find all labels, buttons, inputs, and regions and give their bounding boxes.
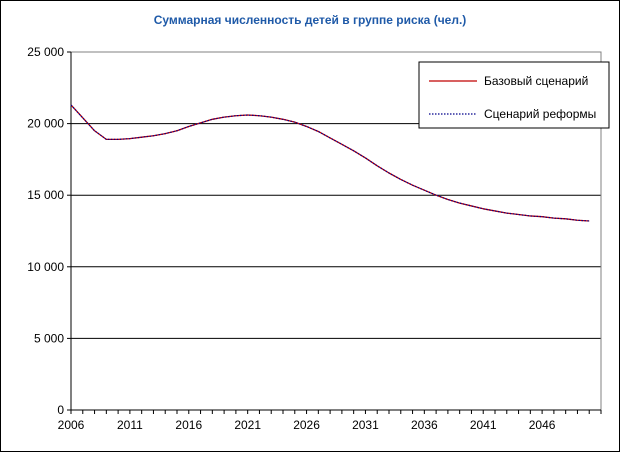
y-tick-label: 25 000 — [27, 45, 64, 59]
x-tick-label: 2041 — [470, 418, 497, 432]
x-tick-label: 2021 — [234, 418, 261, 432]
x-tick-label: 2016 — [175, 418, 202, 432]
x-tick-label: 2046 — [529, 418, 556, 432]
legend-box — [418, 61, 610, 129]
y-tick-label: 0 — [57, 403, 64, 417]
x-tick-label: 2031 — [352, 418, 379, 432]
y-tick-label: 20 000 — [27, 117, 64, 131]
x-tick-label: 2036 — [411, 418, 438, 432]
y-tick-label: 5 000 — [34, 331, 64, 345]
y-tick-label: 15 000 — [27, 188, 64, 202]
legend-label-2: Сценарий реформы — [484, 107, 596, 121]
series-line-2 — [70, 104, 590, 222]
x-tick-label: 2006 — [58, 418, 85, 432]
chart-title: Суммарная численность детей в группе рис… — [153, 13, 467, 27]
x-tick-label: 2011 — [117, 418, 143, 432]
x-tick-label: 2026 — [293, 418, 320, 432]
y-tick-label: 10 000 — [27, 260, 64, 274]
legend-label-1: Базовый сценарий — [484, 74, 588, 88]
